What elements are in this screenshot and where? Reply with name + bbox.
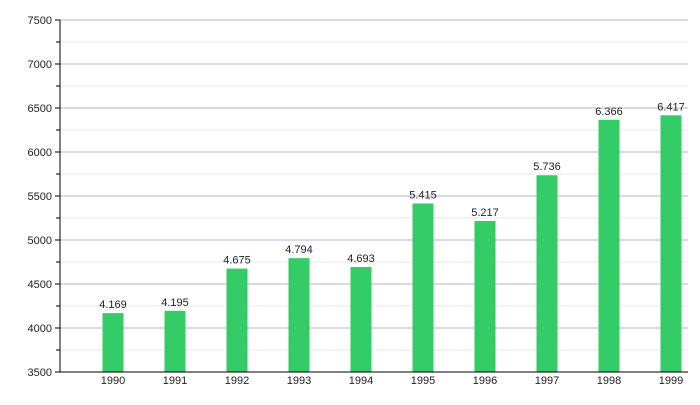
y-tick-label: 7500: [28, 15, 52, 27]
bar: [660, 115, 682, 372]
x-tick-label: 1999: [659, 375, 683, 387]
x-tick-label: 1994: [349, 375, 373, 387]
data-label: 4.169: [99, 299, 127, 311]
bar: [350, 267, 372, 372]
bar: [288, 258, 310, 372]
data-label: 4.675: [223, 255, 251, 267]
data-label: 4.794: [285, 244, 313, 256]
y-tick-label: 6500: [28, 103, 52, 115]
x-tick-label: 1997: [535, 375, 559, 387]
data-label: 6.417: [657, 101, 685, 113]
bar: [102, 313, 124, 372]
y-tick-label: 3500: [28, 367, 52, 379]
data-label: 4.693: [347, 253, 375, 265]
y-tick-label: 7000: [28, 59, 52, 71]
x-tick-label: 1996: [473, 375, 497, 387]
x-tick-label: 1991: [163, 375, 187, 387]
bar: [536, 175, 558, 372]
y-tick-label: 4000: [28, 323, 52, 335]
data-label: 5.217: [471, 207, 499, 219]
x-tick-label: 1990: [101, 375, 125, 387]
bar: [412, 203, 434, 372]
y-tick-label: 5500: [28, 191, 52, 203]
x-tick-label: 1992: [225, 375, 249, 387]
data-label: 5.415: [409, 189, 437, 201]
x-tick-label: 1993: [287, 375, 311, 387]
bar: [226, 268, 248, 372]
data-label: 5.736: [533, 161, 561, 173]
data-label: 4.195: [161, 297, 189, 309]
y-tick-label: 6000: [28, 147, 52, 159]
bar: [474, 220, 496, 372]
y-tick-label: 4500: [28, 279, 52, 291]
y-tick-label: 5000: [28, 235, 52, 247]
bar: [598, 119, 620, 373]
x-tick-label: 1998: [597, 375, 621, 387]
bar: [164, 310, 186, 372]
data-label: 6.366: [595, 106, 623, 118]
x-tick-label: 1995: [411, 375, 435, 387]
